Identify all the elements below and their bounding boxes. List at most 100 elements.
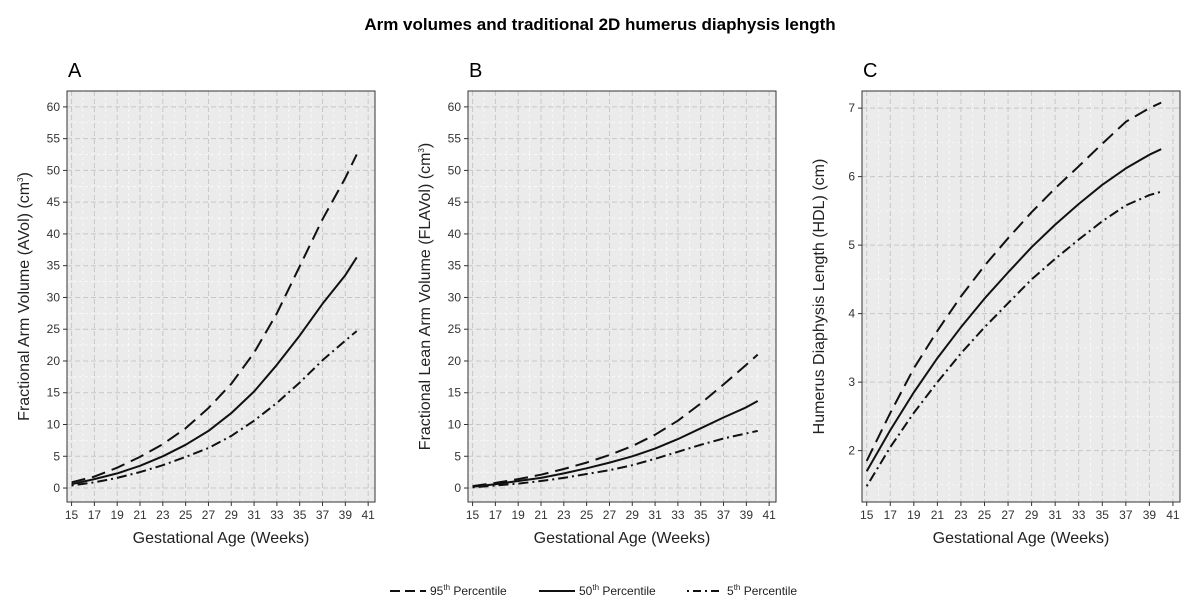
y-tick-label: 55	[47, 132, 61, 146]
y-tick-label: 15	[47, 386, 61, 400]
panel-a: 15 17 19 21 23 25 27 29 31 33 35 37 39 41 0 5 10 15 20 25 30…	[16, 60, 376, 547]
y-tick-label: 10	[448, 418, 462, 432]
y-tick-label: 7	[848, 101, 855, 115]
legend-label-sup: th	[592, 583, 599, 592]
x-tick-label: 15	[860, 508, 874, 522]
x-tick-label: 37	[717, 508, 731, 522]
x-tick-label: 25	[978, 508, 992, 522]
x-tick-label: 29	[1025, 508, 1039, 522]
y-axis-label-sup: 3	[16, 177, 25, 182]
y-axis-label: Fractional Lean Arm Volume (FLAVol) (cm3…	[417, 143, 434, 450]
y-tick-label: 30	[448, 290, 462, 304]
x-tick-label: 31	[247, 508, 261, 522]
x-axis-label: Gestational Age (Weeks)	[133, 530, 310, 547]
panel-c: 15 17 19 21 23 25 27 29 31 33 35 37 39 41234567CGesta…	[811, 60, 1181, 547]
panel-letter: C	[863, 60, 877, 82]
x-tick-label: 21	[534, 508, 548, 522]
y-axis-label-end: )	[16, 172, 33, 177]
series-line-longdash	[865, 101, 1162, 462]
legend-label: 95th Percentile	[430, 583, 507, 598]
figure-title: Arm volumes and traditional 2D humerus d…	[364, 15, 835, 34]
y-tick-label: 5	[53, 449, 60, 463]
x-tick-label: 41	[762, 508, 776, 522]
y-tick-label: 55	[448, 132, 462, 146]
x-tick-label: 33	[671, 508, 685, 522]
panel-letter: B	[469, 60, 482, 82]
y-tick-label: 45	[47, 195, 61, 209]
x-tick-label: 37	[316, 508, 330, 522]
legend-label-rest: Percentile	[599, 584, 656, 598]
x-tick-label: 29	[626, 508, 640, 522]
series-line-longdash	[472, 353, 759, 488]
x-tick-label: 35	[694, 508, 708, 522]
y-tick-label: 45	[448, 195, 462, 209]
x-tick-label: 21	[931, 508, 945, 522]
y-tick-label: 25	[448, 322, 462, 336]
x-tick-label: 39	[339, 508, 353, 522]
panel-b: 15 17 19 21 23 25 27 29 31 33 35 37 39 41 0 5 10 15 20 25 30…	[417, 60, 777, 547]
y-tick-label: 35	[448, 259, 462, 273]
x-tick-label: 19	[512, 508, 526, 522]
x-tick-label: 31	[648, 508, 662, 522]
y-tick-label: 5	[454, 449, 461, 463]
plot-border	[66, 90, 376, 503]
panel-letter: A	[68, 60, 82, 82]
x-tick-label: 17	[489, 508, 503, 522]
x-tick-label: 19	[907, 508, 921, 522]
x-tick-label: 33	[270, 508, 284, 522]
y-axis-label-text: Humerus Diaphysis Length (HDL) (cm)	[811, 159, 828, 435]
y-tick-label: 0	[53, 481, 60, 495]
y-tick-label: 0	[454, 481, 461, 495]
x-tick-label: 41	[361, 508, 375, 522]
x-tick-label: 31	[1048, 508, 1062, 522]
legend-label-number: 50	[579, 584, 593, 598]
legend-label: 5th Percentile	[727, 583, 797, 598]
x-tick-label: 17	[884, 508, 898, 522]
y-tick-label: 40	[47, 227, 61, 241]
y-tick-label: 2	[848, 444, 855, 458]
x-tick-label: 15	[466, 508, 480, 522]
legend-item-longdash: 95th Percentile	[390, 583, 507, 598]
legend-label-rest: Percentile	[450, 584, 507, 598]
y-tick-label: 50	[47, 163, 61, 177]
y-tick-label: 40	[448, 227, 462, 241]
y-tick-label: 6	[848, 170, 855, 184]
legend-label-sup: th	[734, 583, 741, 592]
series-line-dotdash	[71, 330, 358, 487]
y-tick-label: 60	[47, 100, 61, 114]
x-tick-label: 33	[1072, 508, 1086, 522]
x-tick-label: 15	[65, 508, 79, 522]
plot-border	[861, 90, 1181, 503]
legend-item-dotdash: 5th Percentile	[687, 583, 797, 598]
x-tick-label: 41	[1166, 508, 1180, 522]
x-tick-label: 27	[603, 508, 617, 522]
y-axis-label: Humerus Diaphysis Length (HDL) (cm)	[811, 159, 828, 435]
series-line-solid	[472, 400, 759, 488]
x-tick-label: 27	[1001, 508, 1015, 522]
plot-background	[468, 91, 776, 502]
x-tick-label: 23	[954, 508, 968, 522]
x-axis-label: Gestational Age (Weeks)	[534, 530, 711, 547]
y-tick-label: 60	[448, 100, 462, 114]
y-tick-label: 10	[47, 418, 61, 432]
legend-item-solid: 50th Percentile	[539, 583, 656, 598]
y-tick-label: 30	[47, 290, 61, 304]
legend-label-number: 5	[727, 584, 734, 598]
legend: 95th Percentile 50th Percentile 5th Percen…	[390, 583, 797, 598]
x-tick-label: 35	[293, 508, 307, 522]
x-tick-label: 25	[580, 508, 594, 522]
series-line-solid	[865, 148, 1162, 472]
x-tick-label: 39	[1143, 508, 1157, 522]
legend-label-sup: th	[443, 583, 450, 592]
x-tick-label: 37	[1119, 508, 1133, 522]
x-tick-label: 27	[202, 508, 216, 522]
y-axis-label-sup: 3	[417, 148, 426, 153]
x-tick-label: 25	[179, 508, 193, 522]
x-tick-label: 19	[111, 508, 125, 522]
x-tick-label: 17	[88, 508, 102, 522]
x-tick-label: 39	[740, 508, 754, 522]
y-tick-label: 3	[848, 375, 855, 389]
series-line-longdash	[71, 154, 358, 484]
x-axis-label: Gestational Age (Weeks)	[933, 530, 1110, 547]
